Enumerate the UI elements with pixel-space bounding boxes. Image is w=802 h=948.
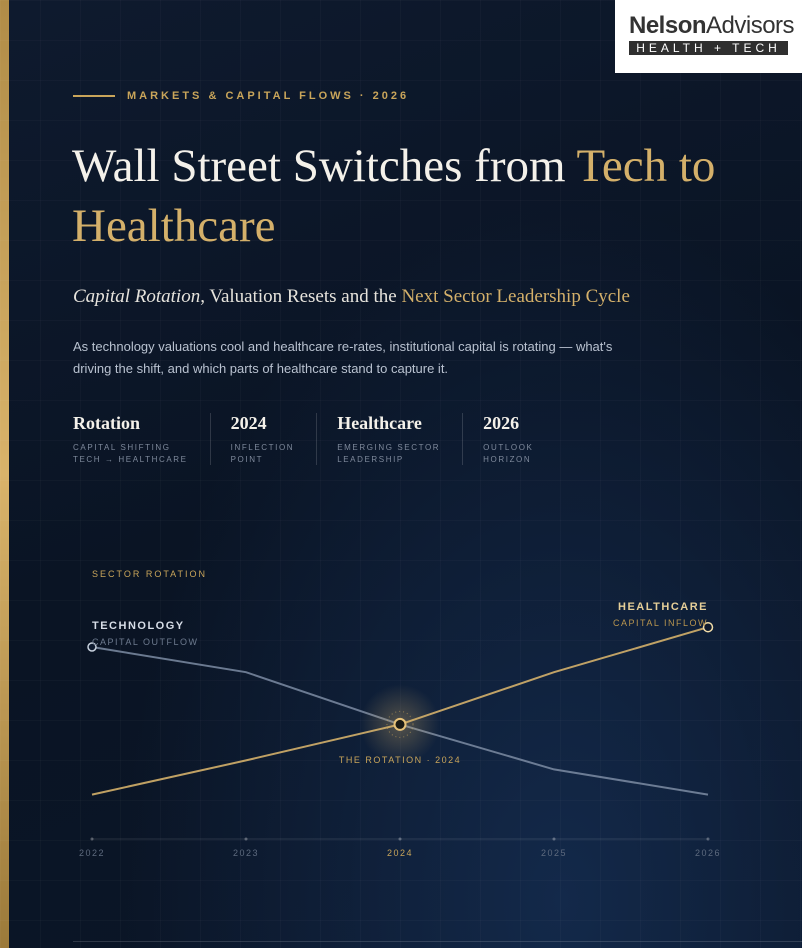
subtitle: Capital Rotation, Valuation Resets and t… xyxy=(73,286,630,308)
series-label: TECHNOLOGY xyxy=(92,620,185,632)
stat: 2026 OUTLOOK HORIZON xyxy=(483,413,555,465)
x-tick-label: 2023 xyxy=(233,848,259,858)
subtitle-italic: Capital Rotation xyxy=(73,286,201,307)
stat-label: HORIZON xyxy=(483,455,532,464)
stat-label: INFLECTION xyxy=(230,443,295,452)
stat: 2024 INFLECTION POINT xyxy=(231,413,318,465)
x-tick-label: 2024 xyxy=(387,848,413,858)
title-accent: Tech to Healthcare xyxy=(72,140,716,252)
series-sublabel: CAPITAL OUTFLOW xyxy=(92,637,199,647)
subtitle-plain: , Valuation Resets and the xyxy=(200,286,402,307)
stat-label: EMERGING SECTOR xyxy=(337,443,441,452)
x-tick xyxy=(398,837,402,841)
x-tick xyxy=(244,837,248,841)
stat: Healthcare EMERGING SECTOR LEADERSHIP xyxy=(337,413,464,465)
x-tick-label: 2026 xyxy=(695,848,721,858)
series-label: HEALTHCARE xyxy=(618,601,708,613)
stat-value: Rotation xyxy=(73,413,140,433)
x-tick-label: 2022 xyxy=(79,848,105,858)
stat-label: LEADERSHIP xyxy=(337,455,404,464)
stat-label: POINT xyxy=(230,455,264,464)
logo-tagline: HEALTH + TECH xyxy=(629,41,788,55)
x-tick xyxy=(552,837,556,841)
stat-value: 2026 xyxy=(483,413,520,433)
stat-label: OUTLOOK xyxy=(483,443,534,452)
x-tick-label: 2025 xyxy=(541,848,567,858)
logo-name: NelsonAdvisors xyxy=(629,12,795,40)
logo-bold: Nelson xyxy=(629,12,707,39)
description: As technology valuations cool and health… xyxy=(73,339,613,376)
stat: Rotation CAPITAL SHIFTING TECH → HEALTHCAR… xyxy=(73,413,211,465)
stat-value: 2024 xyxy=(230,413,267,433)
title-plain: Wall Street Switches from xyxy=(72,140,577,192)
end-marker xyxy=(702,621,714,633)
accent-stripe xyxy=(0,0,9,948)
title: Wall Street Switches from Tech to Health… xyxy=(72,136,762,256)
logo-light: Advisors xyxy=(706,12,795,39)
x-tick xyxy=(90,837,94,841)
stat-label: CAPITAL SHIFTING xyxy=(73,443,171,452)
stat-label: TECH → HEALTHCARE xyxy=(73,455,188,464)
chart-title: SECTOR ROTATION xyxy=(92,569,207,579)
logo: NelsonAdvisors HEALTH + TECH xyxy=(615,0,802,73)
start-marker xyxy=(87,642,97,652)
rotation-marker xyxy=(393,717,407,731)
subtitle-accent: Next Sector Leadership Cycle xyxy=(401,286,630,307)
annotation: THE ROTATION · 2024 xyxy=(339,755,461,765)
footer-rule xyxy=(73,941,802,942)
rotation-ring xyxy=(386,710,414,738)
chart: SECTOR ROTATION 2022 2023 2024 2025 2026 TECHN… xyxy=(79,569,721,858)
kicker: MARKETS & CAPITAL FLOWS · 2026 xyxy=(73,90,409,102)
series-sublabel: CAPITAL INFLOW xyxy=(613,618,708,628)
stats: Rotation CAPITAL SHIFTING TECH → HEALTHCAR… xyxy=(73,413,576,465)
x-tick xyxy=(706,837,710,841)
stat-value: Healthcare xyxy=(337,413,422,433)
